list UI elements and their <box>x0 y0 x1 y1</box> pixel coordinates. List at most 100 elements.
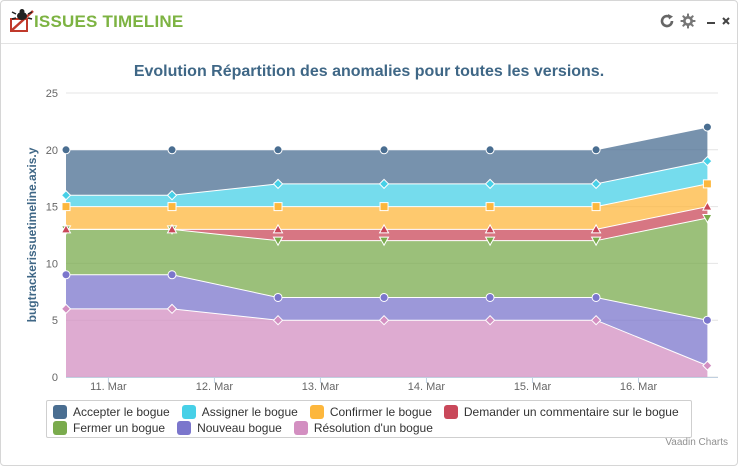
data-point[interactable] <box>484 223 496 234</box>
refresh-icon[interactable] <box>658 12 676 30</box>
data-point[interactable] <box>166 303 178 315</box>
panel-header: ISSUES TIMELINE <box>1 1 737 44</box>
data-point[interactable] <box>590 314 602 326</box>
data-point[interactable] <box>272 236 284 247</box>
data-point[interactable] <box>702 179 712 189</box>
data-point[interactable] <box>590 236 602 247</box>
y-tick-label: 0 <box>52 372 58 384</box>
legend-label: Nouveau bogue <box>197 421 282 435</box>
chart-title: Evolution Répartition des anomalies pour… <box>133 63 605 80</box>
data-point[interactable] <box>484 236 496 247</box>
data-point[interactable] <box>590 178 602 190</box>
data-point[interactable] <box>61 202 71 212</box>
data-point[interactable] <box>60 303 72 315</box>
legend-label: Fermer un bogue <box>73 421 166 435</box>
legend-row: Accepter le bogue Assigner le bogue Confir… <box>53 404 691 420</box>
data-point[interactable] <box>702 155 713 167</box>
legend-item[interactable]: Assigner le bogue <box>181 405 298 419</box>
legend-swatch <box>177 421 192 435</box>
data-point[interactable] <box>167 270 177 280</box>
panel-title: ISSUES TIMELINE <box>34 12 184 31</box>
data-point[interactable] <box>61 270 71 280</box>
x-tick-label: 15. Mar <box>514 381 552 393</box>
data-point[interactable] <box>273 202 283 212</box>
data-point[interactable] <box>702 213 713 224</box>
data-point[interactable] <box>702 315 712 325</box>
data-point[interactable] <box>379 202 389 212</box>
data-point[interactable] <box>590 223 602 234</box>
x-tick-label: 12. Mar <box>196 381 234 393</box>
legend-swatch <box>53 405 67 419</box>
data-point[interactable] <box>485 292 495 302</box>
legend-item[interactable]: Accepter le bogue <box>53 405 170 419</box>
data-point[interactable] <box>485 145 495 155</box>
data-point[interactable] <box>702 122 712 132</box>
data-point[interactable] <box>702 201 713 211</box>
data-point[interactable] <box>60 223 72 234</box>
y-tick-label: 10 <box>46 258 58 270</box>
data-point[interactable] <box>60 190 72 201</box>
data-point[interactable] <box>272 314 284 326</box>
data-point[interactable] <box>378 178 390 190</box>
legend-swatch <box>293 421 308 435</box>
legend-label: Confirmer le bogue <box>329 405 432 419</box>
data-point[interactable] <box>702 360 713 371</box>
data-point[interactable] <box>167 145 177 155</box>
legend-item[interactable]: Fermer un bogue <box>53 421 165 435</box>
data-point[interactable] <box>379 145 389 155</box>
legend-item[interactable]: Demander un commentaire sur le bogue <box>443 405 679 419</box>
y-axis-label: bugtrackerissuetimeline.axis.y <box>25 147 39 322</box>
close-icon[interactable] <box>717 12 735 30</box>
y-tick-label: 25 <box>46 88 58 100</box>
data-point[interactable] <box>273 145 283 155</box>
legend-item[interactable]: Résolution d'un bogue <box>293 421 433 435</box>
area-demander-un-commentaire-sur-le-bogue[interactable] <box>66 206 708 241</box>
area-accepter-le-bogue[interactable] <box>66 127 708 196</box>
x-tick-label: 16. Mar <box>620 381 658 393</box>
data-point[interactable] <box>272 223 284 234</box>
legend-swatch <box>53 421 67 435</box>
data-point[interactable] <box>379 292 389 302</box>
minimize-icon[interactable] <box>702 12 720 30</box>
data-point[interactable] <box>166 223 178 234</box>
area-fermer-un-bogue[interactable] <box>66 217 708 321</box>
legend-swatch <box>181 405 196 419</box>
x-tick-label: 14. Mar <box>408 381 446 393</box>
legend-label: Résolution d'un bogue <box>313 421 433 435</box>
data-point[interactable] <box>378 236 390 247</box>
legend-label: Accepter le bogue <box>73 405 170 419</box>
stacked-area-chart: 11. Mar 12. Mar 13. Mar 14. Mar 15. Mar 16. M… <box>25 88 718 393</box>
data-point[interactable] <box>273 292 283 302</box>
y-axis: 0 5 10 15 20 25 <box>46 88 58 384</box>
data-point[interactable] <box>485 202 495 212</box>
chart-legend: Accepter le bogue Assigner le bogue Confir… <box>46 400 692 438</box>
y-tick-label: 5 <box>52 315 58 327</box>
data-point[interactable] <box>378 223 390 234</box>
legend-item[interactable]: Nouveau bogue <box>177 421 282 435</box>
legend-swatch <box>443 405 458 419</box>
data-point[interactable] <box>61 145 71 155</box>
gear-icon[interactable] <box>679 12 697 30</box>
data-point[interactable] <box>166 190 178 201</box>
series-markers <box>60 122 713 371</box>
data-point[interactable] <box>272 178 284 190</box>
data-point[interactable] <box>484 314 496 326</box>
x-axis: 11. Mar 12. Mar 13. Mar 14. Mar 15. Mar 16. M… <box>66 377 718 393</box>
area-r-solution-d-un-bogue[interactable] <box>66 308 708 377</box>
legend-label: Assigner le bogue <box>201 405 298 419</box>
data-point[interactable] <box>167 202 177 212</box>
x-tick-label: 13. Mar <box>302 381 340 393</box>
data-point[interactable] <box>484 178 496 190</box>
chart-credits[interactable]: Vaadin Charts <box>665 437 728 448</box>
legend-item[interactable]: Confirmer le bogue <box>309 405 432 419</box>
legend-swatch <box>309 405 324 419</box>
x-tick-label: 11. Mar <box>90 381 127 393</box>
legend-label: Demander un commentaire sur le bogue <box>463 405 679 419</box>
y-tick-label: 20 <box>46 145 58 157</box>
data-point[interactable] <box>378 314 390 326</box>
data-point[interactable] <box>591 202 601 212</box>
data-point[interactable] <box>591 292 601 302</box>
area-series <box>66 127 708 377</box>
data-point[interactable] <box>591 145 601 155</box>
bug-logo-icon <box>10 9 34 32</box>
